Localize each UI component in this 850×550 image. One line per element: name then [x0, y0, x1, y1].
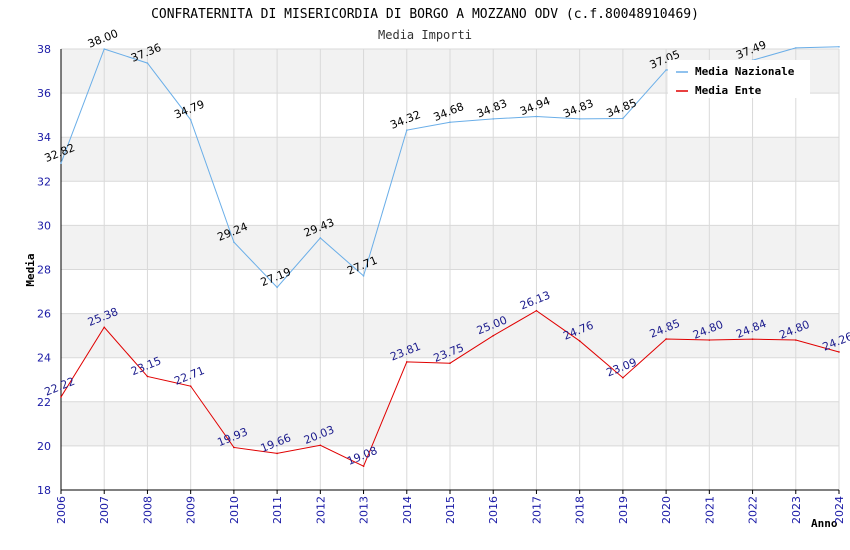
data-point-media-ente [449, 362, 451, 365]
data-point-media-ente [362, 465, 365, 467]
data-point-media-nazionale [492, 118, 495, 120]
x-tick-label: 2011 [271, 496, 284, 524]
data-point-media-ente [665, 338, 667, 340]
legend-entry-media-nazionale: Media Nazionale [695, 65, 795, 78]
data-point-media-nazionale [622, 117, 624, 120]
x-tick-label: 2008 [141, 496, 154, 524]
data-point-media-nazionale [103, 48, 106, 50]
data-point-media-ente [838, 351, 840, 353]
data-point-media-nazionale [233, 241, 235, 243]
data-point-media-ente [189, 385, 192, 387]
data-label-media-ente: 22.71 [172, 364, 206, 388]
data-point-media-nazionale [362, 275, 365, 277]
data-point-media-nazionale [449, 121, 451, 124]
y-tick-label: 18 [37, 484, 51, 497]
data-point-media-ente [233, 446, 235, 449]
data-point-media-nazionale [794, 47, 797, 49]
x-tick-label: 2017 [530, 496, 543, 524]
data-point-media-ente [751, 338, 754, 340]
y-tick-label: 38 [37, 43, 51, 56]
legend: Media Nazionale Media Ente [668, 60, 810, 98]
x-tick-label: 2012 [314, 496, 327, 524]
data-point-media-ente [276, 452, 278, 455]
y-tick-label: 24 [37, 352, 51, 365]
data-label-media-nazionale: 34.94 [518, 94, 552, 118]
data-point-media-nazionale [665, 69, 667, 71]
data-point-media-nazionale [838, 45, 840, 48]
data-point-media-nazionale [60, 162, 62, 165]
x-tick-label: 2021 [703, 496, 716, 524]
x-tick-label: 2023 [790, 496, 803, 524]
x-tick-label: 2018 [574, 496, 587, 524]
x-tick-label: 2019 [617, 496, 630, 524]
x-tick-label: 2009 [185, 496, 198, 524]
data-point-media-nazionale [405, 129, 408, 131]
x-tick-label: 2014 [401, 496, 414, 524]
data-point-media-ente [146, 375, 149, 378]
data-point-media-ente [103, 326, 106, 329]
data-label-media-ente: 22.22 [43, 375, 77, 399]
y-tick-label: 34 [37, 131, 51, 144]
data-point-media-nazionale [189, 118, 192, 121]
data-label-media-ente: 23.09 [605, 356, 639, 380]
x-axis-label: Anno [811, 517, 838, 530]
y-tick-label: 30 [37, 219, 51, 232]
data-label-media-nazionale: 34.83 [475, 97, 509, 121]
data-label-media-nazionale: 34.83 [561, 97, 595, 121]
data-point-media-ente [319, 444, 322, 447]
y-tick-label: 36 [37, 87, 51, 100]
chart-subtitle: Media Importi [378, 28, 472, 42]
y-tick-label: 26 [37, 308, 51, 321]
x-tick-label: 2024 [833, 496, 846, 524]
data-label-media-nazionale: 38.00 [86, 27, 120, 51]
data-label-media-ente: 26.13 [518, 289, 552, 313]
y-tick-label: 22 [37, 396, 51, 409]
x-tick-label: 2016 [487, 496, 500, 524]
data-point-media-ente [708, 339, 711, 341]
data-point-media-ente [578, 340, 581, 342]
data-label-media-nazionale: 34.85 [605, 96, 639, 120]
y-tick-label: 32 [37, 175, 51, 188]
x-tick-label: 2015 [444, 496, 457, 524]
x-tick-label: 2006 [55, 496, 68, 524]
chart-title: CONFRATERNITA DI MISERICORDIA DI BORGO A… [151, 7, 699, 22]
y-axis-label: Media [24, 253, 37, 286]
data-label-media-nazionale: 34.68 [432, 100, 466, 124]
data-point-media-ente [492, 334, 495, 337]
data-point-media-ente [405, 361, 408, 363]
data-point-media-nazionale [319, 237, 322, 239]
x-tick-label: 2022 [747, 496, 760, 524]
y-tick-label: 20 [37, 440, 51, 453]
data-point-media-ente [535, 309, 538, 312]
x-tick-label: 2020 [660, 496, 673, 524]
x-tick-label: 2013 [358, 496, 371, 524]
legend-box [668, 60, 810, 98]
x-tick-label: 2007 [98, 496, 111, 524]
data-point-media-ente [794, 339, 797, 341]
data-point-media-ente [622, 376, 624, 379]
x-tick-label: 2010 [228, 496, 241, 524]
data-point-media-nazionale [146, 62, 149, 64]
data-point-media-nazionale [535, 115, 538, 118]
data-label-media-ente: 19.08 [345, 444, 379, 468]
data-point-media-nazionale [276, 286, 278, 289]
y-tick-label: 28 [37, 264, 51, 277]
data-point-media-nazionale [578, 118, 581, 120]
legend-entry-media-ente: Media Ente [695, 84, 762, 97]
data-point-media-ente [60, 396, 62, 398]
